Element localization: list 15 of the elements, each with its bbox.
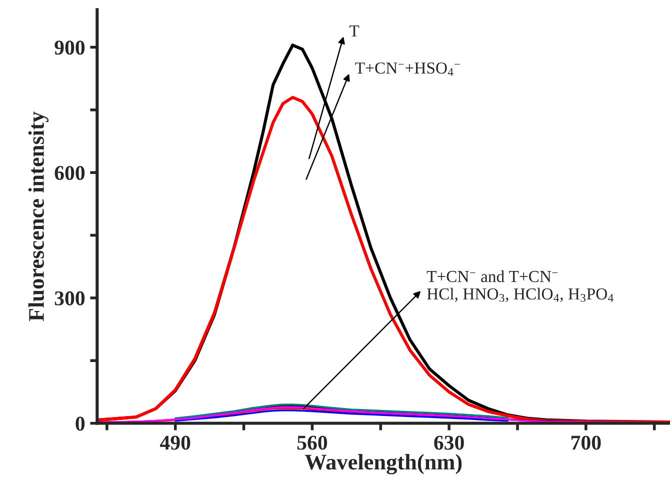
x-tick-label: 490 [160,436,190,450]
y-tick-label: 900 [54,40,85,55]
annotation: T [350,25,360,36]
y-tick-label: 600 [54,166,85,180]
line-series [174,409,509,422]
text: T+CN$^{−}$ and T+CN$^{−}$ HCl, HNO$_{3}$, HClO$_{4}$, H$_{3}$PO$_{4}$ [426,270,614,302]
y-tick-label: 300 [54,291,85,306]
x-axis-title: Wavelength(nm) [304,454,462,474]
x-tick-label: 700 [571,436,601,450]
annotation: T+CN$^{−}$+HSO$_{4}$$^{−}$ [355,62,460,76]
x-tick-label: 560 [297,436,328,450]
y-axis-title: Fluorescence intensity [28,112,49,322]
y-tick-label: 0 [76,416,85,431]
x-tick-label: 630 [434,436,464,450]
line-series [174,404,509,420]
